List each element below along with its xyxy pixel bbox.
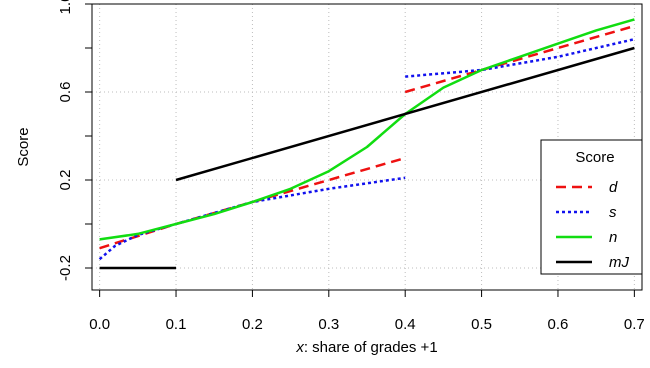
series-line-d (404, 24, 635, 94)
x-tick-label: 0.2 (242, 316, 263, 333)
y-tick-label: 1.0 (57, 0, 74, 14)
legend-title: Score (575, 149, 614, 166)
x-tick-label: 0.3 (318, 316, 339, 333)
series-line-n (99, 18, 635, 241)
legend-entries: dsn mJ (556, 179, 629, 271)
series-group (98, 18, 635, 270)
x-axis-title-rest: : share of grades +1 (304, 339, 438, 356)
y-tick-label: -0.2 (57, 255, 74, 281)
series-line-s (98, 176, 406, 261)
x-axis-title-var: x (295, 339, 304, 356)
series-line-mj (175, 46, 635, 182)
y-axis-title: Score (15, 127, 32, 166)
legend-box (540, 139, 643, 275)
y-axis: -0.2 0.2 0.6 1.0 (57, 0, 92, 281)
x-tick-label: 0.1 (166, 316, 187, 333)
x-tick-label: 0.0 (89, 316, 110, 333)
x-tick-label: 0.6 (548, 316, 569, 333)
legend-label-n: n (609, 229, 617, 246)
y-tick-label: 0.6 (57, 82, 74, 103)
legend-label-d: d (609, 179, 618, 196)
x-axis: 0.0 0.1 0.2 0.3 0.4 0.5 0.6 0.7 (89, 290, 645, 333)
legend-label-s: s (609, 204, 617, 221)
y-tick-label: 0.2 (57, 170, 74, 191)
x-tick-label: 0.4 (395, 316, 416, 333)
series-line-d (99, 156, 406, 250)
legend: Score dsn mJ (540, 139, 643, 275)
x-tick-label: 0.5 (471, 316, 492, 333)
x-axis-title: x: share of grades +1 (295, 339, 437, 356)
x-tick-label: 0.7 (624, 316, 645, 333)
legend-label-mj: mJ (609, 254, 629, 271)
series-line-s (405, 37, 635, 78)
